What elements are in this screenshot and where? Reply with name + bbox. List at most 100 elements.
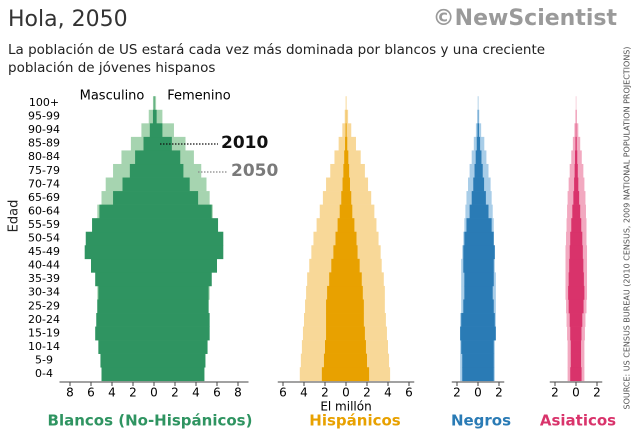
bar-female [346,340,366,354]
x-tick-label: 4 [192,386,200,400]
bar-male [568,299,576,314]
y-tick-label: 65-69 [28,191,60,204]
right-label: Femenino [167,89,231,104]
bar-male [477,123,478,138]
bar-female [346,163,365,178]
panel-label: Asiaticos [540,412,616,430]
bar-female [576,177,585,192]
bar-female [478,123,482,138]
bar-female [154,340,208,354]
bar-male [574,177,576,192]
y-tick-label: 20-24 [28,313,60,326]
x-tick-label: 2 [551,386,559,400]
bar-female [154,218,219,233]
bar-female [576,313,583,327]
bar-female [154,150,181,165]
bar-male [461,313,478,327]
bar-male [462,353,478,368]
y-tick-label: 100+ [29,96,59,109]
x-tick-label: 0 [572,386,580,400]
bar-male [475,150,478,165]
bar-male [326,326,346,341]
bar-male [573,191,576,205]
bar-male [463,245,478,260]
bar-female [346,163,350,178]
bar-female [478,204,489,219]
bar-female [154,245,224,260]
bar-female [478,177,485,192]
bar-female [346,136,348,151]
x-tick-label: 4 [108,386,116,400]
y-tick-label: 90-94 [28,123,60,136]
bar-male [575,109,576,124]
bar-male [469,163,478,178]
bar-male [337,218,346,233]
bar-female [478,272,494,287]
bar-male [339,204,346,219]
bar-female [346,123,347,138]
y-tick-label: 50-54 [28,232,60,245]
bar-female [478,136,485,151]
bar-female [478,218,492,233]
bar-male [477,109,478,124]
x-tick-label: 6 [405,386,413,400]
bar-female [154,285,209,300]
bar-male [474,163,478,178]
bar-male [335,231,346,246]
bar-female [346,285,363,300]
bar-female [576,163,578,178]
bar-female [478,245,495,260]
bar-male [568,285,576,300]
bar-female [576,150,582,165]
bar-male [460,326,478,341]
y-axis-title: Edad [7,200,22,233]
bar-female [478,313,495,327]
bar-male [122,177,154,192]
bar-male [344,109,346,124]
x-tick-label: 0 [342,386,350,400]
bar-female [154,313,210,327]
bar-male [322,191,346,205]
bar-female [478,163,483,178]
bar-male [95,272,154,287]
bar-female [154,353,206,368]
bar-male [98,340,154,354]
bar-female [154,367,205,382]
bar-female [576,136,581,151]
bar-male [475,123,478,138]
source: SOURCE: US CENSUS BUREAU (2010 CENSUS, 2… [623,46,632,409]
bar-male [468,177,478,192]
bar-female [576,272,584,287]
bar-male [466,218,478,233]
bar-male [84,245,154,260]
bar-female [346,204,375,219]
bar-female [154,326,210,341]
bar-female [346,245,358,260]
bar-male [129,163,154,178]
bar-male [463,299,478,314]
bar-male [463,258,478,273]
bar-female [576,258,584,273]
x-tick-label: 6 [213,386,221,400]
bar-male [569,313,576,327]
x-tick-label: 8 [234,386,242,400]
y-tick-label: 40-44 [28,259,60,272]
bar-male [100,353,154,368]
bar-female [576,353,582,368]
legend-label: 2010 [221,133,268,153]
bar-female [346,136,356,151]
bar-female [154,258,217,273]
bar-female [478,326,496,341]
bar-male [326,177,346,192]
bar-male [344,150,346,165]
bar-female [154,272,212,287]
bar-female [576,177,579,192]
bar-female [154,96,157,111]
bar-female [478,340,494,354]
bar-female [478,150,482,165]
bar-female [154,204,212,219]
bar-male [113,191,154,205]
bar-male [572,136,576,151]
bar-female [154,299,209,314]
